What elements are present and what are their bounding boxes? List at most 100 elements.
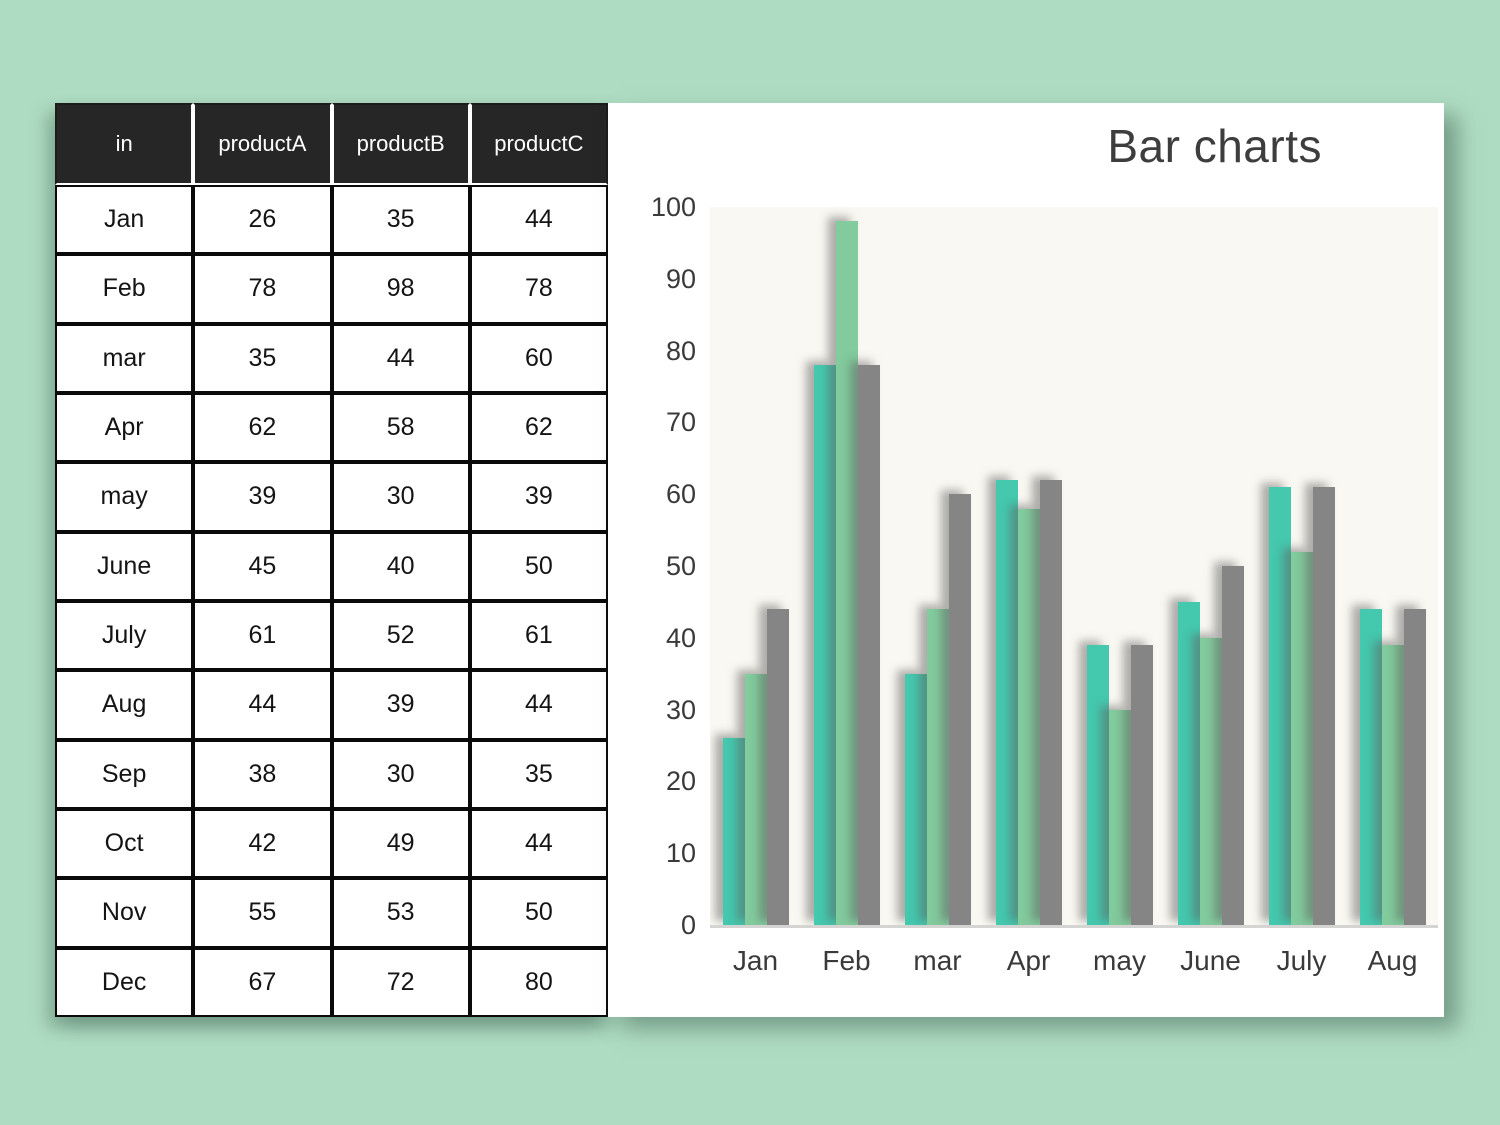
row-label: July [55,600,194,671]
bar-productC-july [1312,487,1335,925]
bar-productB-aug [1381,644,1404,925]
row-label: Dec [55,947,194,1017]
data-table-container: in productA productB productC Jan 26 35 44 Feb 7… [55,103,608,1017]
cell-value: 50 [469,878,608,948]
bar-productB-june [1199,637,1222,925]
x-axis: Jan Feb mar Apr may June July Aug [710,945,1438,977]
table-row-apr: Apr 62 58 62 [55,392,608,463]
cell-value: 72 [331,947,470,1017]
row-label: Aug [55,670,194,740]
bar-productC-may [1130,644,1153,925]
cell-value: 35 [331,185,470,255]
cell-value: 30 [331,739,470,809]
bar-productC-mar [948,494,971,925]
bar-productA-june [1177,601,1200,925]
y-axis: 0 10 20 30 40 50 60 70 80 90 100 [608,103,700,1017]
cell-value: 44 [193,670,332,740]
bar-group-mar [892,494,983,925]
cell-value: 55 [193,878,332,948]
cell-value: 80 [469,947,608,1017]
cell-value: 50 [469,531,608,601]
bar-group-june [1165,566,1256,925]
row-label: Oct [55,808,194,879]
x-tick-label-aug: Aug [1367,945,1418,976]
y-tick-label: 40 [665,622,696,653]
table-row-aug: Aug 44 39 44 [55,670,608,740]
cell-value: 42 [193,808,332,879]
cell-value: 61 [469,600,608,671]
column-header-productB: productB [331,103,470,185]
cell-value: 58 [331,392,470,463]
chart-panel: Bar charts 0 10 20 30 40 50 60 70 80 90 100 Jan Feb… [608,103,1444,1017]
cell-value: 61 [193,600,332,671]
cell-value: 39 [469,462,608,532]
table-row-oct: Oct 42 49 44 [55,808,608,879]
chart-title: Bar charts [1107,120,1322,172]
bar-productB-july [1290,551,1313,925]
y-tick-label: 50 [665,551,696,581]
table-row-jan: Jan 26 35 44 [55,185,608,255]
cell-value: 30 [331,462,470,532]
bar-productB-feb [835,221,858,925]
cell-value: 60 [469,323,608,393]
table-body: Jan 26 35 44 Feb 78 98 78 mar 35 44 60 Apr 62 58 62 may 3… [55,185,608,1017]
table-row-july: July 61 52 61 [55,600,608,671]
table-header-row: in productA productB productC [55,103,608,185]
cell-value: 44 [331,323,470,393]
bar-group-may [1074,644,1165,925]
cell-value: 52 [331,600,470,671]
x-tick-label-mar: mar [913,945,962,976]
bar-productC-apr [1039,479,1062,925]
bar-productB-jan [744,673,767,925]
table-row-mar: mar 35 44 60 [55,323,608,393]
bar-productA-jan [722,738,745,925]
cell-value: 39 [331,670,470,740]
table-row-june: June 45 40 50 [55,531,608,601]
row-label: Apr [55,392,194,463]
bar-productC-june [1221,566,1244,925]
row-label: may [55,462,194,532]
cell-value: 45 [193,531,332,601]
x-tick-label-jan: Jan [732,945,779,976]
cell-value: 38 [193,739,332,809]
bar-productA-mar [904,673,927,925]
y-tick-label: 10 [665,838,696,869]
bar-group-jan [710,609,801,925]
bar-group-july [1256,487,1347,925]
cell-value: 62 [193,392,332,463]
row-label: Jan [55,185,194,255]
cell-value: 26 [193,185,332,255]
y-tick-label: 0 [680,910,696,940]
bar-productB-may [1108,709,1131,925]
bar-productB-apr [1017,508,1040,925]
cell-value: 44 [469,185,608,255]
cell-value: 67 [193,947,332,1017]
table-row-sep: Sep 38 30 35 [55,739,608,809]
plot-area [710,207,1438,928]
row-label: mar [55,323,194,393]
y-tick-label: 30 [665,694,696,725]
cell-value: 35 [193,323,332,393]
y-tick-label: 20 [665,766,696,797]
row-label: Feb [55,254,194,324]
row-label: Sep [55,739,194,809]
plot-groups [710,207,1438,925]
column-header-in: in [55,103,194,185]
x-tick-label-july: July [1276,945,1327,976]
y-tick-label: 80 [665,335,696,366]
row-label: June [55,531,194,601]
cell-value: 44 [469,808,608,879]
column-header-productC: productC [469,103,608,185]
bar-productC-jan [766,609,789,925]
y-tick-label: 100 [650,192,696,222]
bar-productA-apr [995,479,1018,925]
table-row-dec: Dec 67 72 80 [55,947,608,1017]
bar-productC-feb [857,364,880,925]
cell-value: 62 [469,392,608,463]
cell-value: 78 [193,254,332,324]
bar-group-feb [801,221,892,925]
bar-productA-july [1268,487,1291,925]
cell-value: 53 [331,878,470,948]
bar-productB-mar [926,609,949,925]
column-header-productA: productA [193,103,332,185]
